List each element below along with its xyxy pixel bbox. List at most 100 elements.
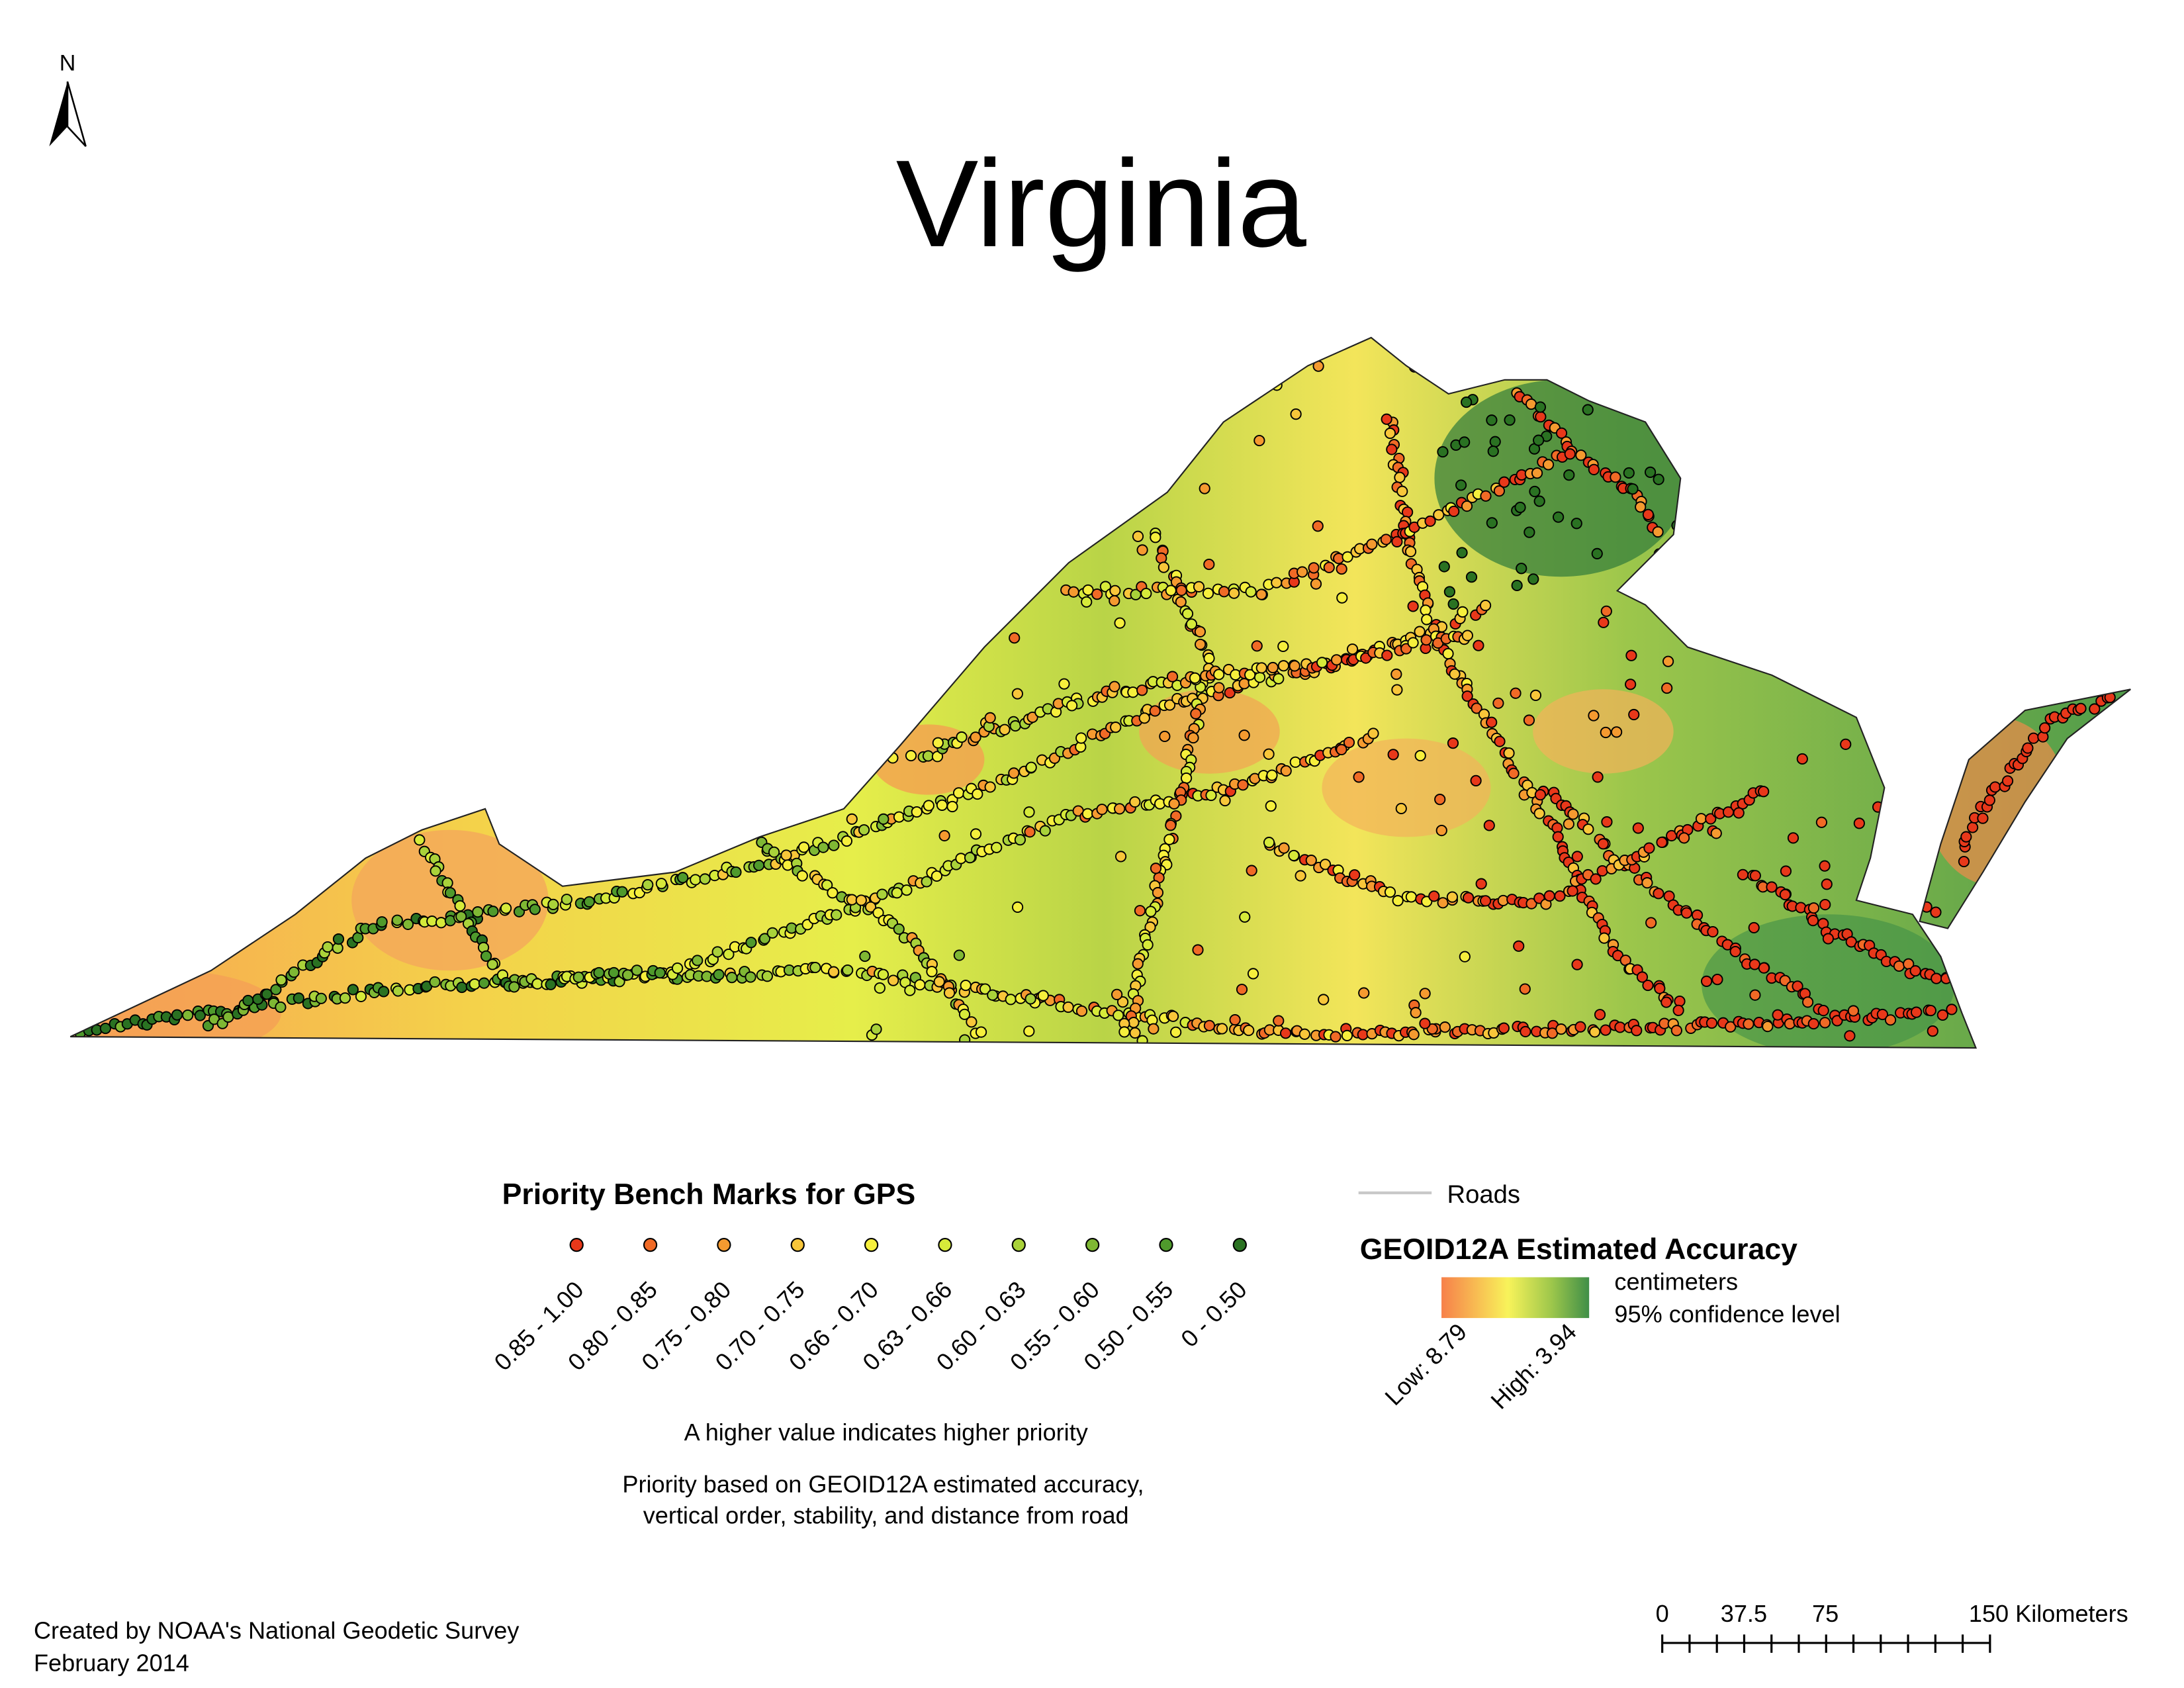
bench-mark (1353, 771, 1365, 783)
bench-mark (850, 688, 862, 700)
bench-mark (991, 841, 1003, 853)
bench-mark (1228, 587, 1240, 599)
bench-mark (1459, 436, 1471, 448)
bench-mark (1207, 399, 1219, 411)
bench-mark (1435, 824, 1447, 837)
bench-mark (831, 909, 842, 921)
bench-mark (1989, 781, 2001, 793)
state-outline (69, 336, 2131, 1049)
bench-mark (827, 887, 839, 899)
bench-mark (1342, 551, 1353, 563)
bench-mark (893, 923, 905, 935)
bench-mark (1218, 586, 1230, 598)
bench-mark (1116, 996, 1129, 1008)
accuracy-patch (1139, 689, 1280, 774)
bench-mark (1390, 668, 1402, 680)
bench-mark (1575, 365, 1587, 377)
bench-mark (583, 896, 595, 908)
bench-mark (904, 984, 916, 996)
bench-mark (1203, 1019, 1216, 1031)
bench-mark (1229, 1014, 1241, 1026)
bench-mark (1494, 735, 1506, 747)
bench-mark (1877, 609, 1889, 621)
bench-mark (1384, 886, 1396, 898)
bench-mark (1674, 995, 1686, 1008)
bench-mark (1136, 1035, 1148, 1047)
bench-mark (1897, 536, 1909, 547)
bench-mark (1886, 363, 1898, 375)
bench-mark (1343, 736, 1355, 749)
bench-mark (1925, 1004, 1936, 1017)
bench-mark (1111, 988, 1123, 1000)
bench-mark (692, 955, 704, 966)
bench-mark (1749, 989, 1761, 1001)
bench-mark (1289, 660, 1300, 672)
bench-mark (1127, 686, 1139, 698)
scale-label: 75 (1812, 1600, 1839, 1627)
bench-mark (968, 386, 980, 398)
bench-mark (500, 902, 512, 914)
priority-legend-title: Priority Bench Marks for GPS (502, 1178, 916, 1211)
bench-mark (1433, 509, 1445, 521)
bench-mark (1024, 993, 1036, 1005)
bench-mark (480, 950, 492, 962)
bench-mark (1009, 632, 1021, 644)
bench-mark (322, 941, 334, 953)
bench-mark (1277, 640, 1289, 653)
bench-mark (1280, 765, 1292, 777)
bench-mark (1163, 833, 1175, 845)
bench-mark (1081, 596, 1093, 608)
bench-mark (1195, 638, 1206, 651)
bench-mark (1187, 731, 1199, 744)
bench-mark (1905, 606, 1917, 618)
bench-mark (1695, 813, 1707, 825)
bench-mark (454, 900, 466, 912)
bench-mark (1519, 983, 1531, 995)
bench-mark (1136, 684, 1148, 696)
bench-mark (1405, 891, 1417, 903)
bench-mark (1267, 661, 1279, 674)
bench-mark (926, 966, 938, 978)
bench-mark (1957, 622, 1969, 634)
bench-mark (874, 982, 886, 994)
bench-mark (1670, 1025, 1682, 1037)
bench-mark (455, 911, 467, 923)
bench-mark (2028, 732, 2040, 744)
bench-mark (953, 949, 966, 961)
bench-mark (1582, 823, 1594, 835)
bench-mark (1419, 988, 1431, 1000)
bench-mark (1420, 604, 1432, 616)
accuracy-low-label: Low: 8.79 (1379, 1318, 1472, 1411)
accuracy-units: 95% confidence level (1614, 1300, 1840, 1327)
bench-mark (1592, 771, 1604, 783)
bench-mark (745, 971, 756, 983)
bench-mark (478, 977, 490, 989)
bench-mark (966, 1016, 978, 1028)
bench-mark (1807, 902, 1820, 914)
bench-mark (1623, 467, 1635, 479)
bench-mark (1524, 526, 1535, 538)
bench-mark (922, 750, 934, 762)
bench-mark (1192, 944, 1204, 956)
bench-mark (1862, 635, 1874, 647)
bench-mark (1129, 1027, 1141, 1039)
bench-mark (1238, 678, 1250, 690)
bench-mark (378, 986, 390, 998)
bench-mark (1897, 752, 1909, 764)
bench-mark (1109, 680, 1120, 692)
bench-mark (780, 849, 792, 861)
bench-mark (1009, 553, 1021, 565)
bench-mark (1574, 1021, 1586, 1033)
bench-mark (1099, 581, 1112, 592)
bench-mark (745, 937, 757, 949)
bench-mark (1591, 547, 1603, 560)
bench-mark (1918, 492, 1931, 504)
bench-mark (1725, 1021, 1737, 1033)
bench-mark (1772, 1009, 1784, 1021)
bench-mark (987, 460, 1000, 473)
bench-mark (768, 846, 780, 858)
bench-mark (1446, 891, 1459, 903)
bench-mark (1408, 1029, 1420, 1041)
bench-mark (1318, 994, 1330, 1006)
bench-mark (1039, 825, 1051, 837)
